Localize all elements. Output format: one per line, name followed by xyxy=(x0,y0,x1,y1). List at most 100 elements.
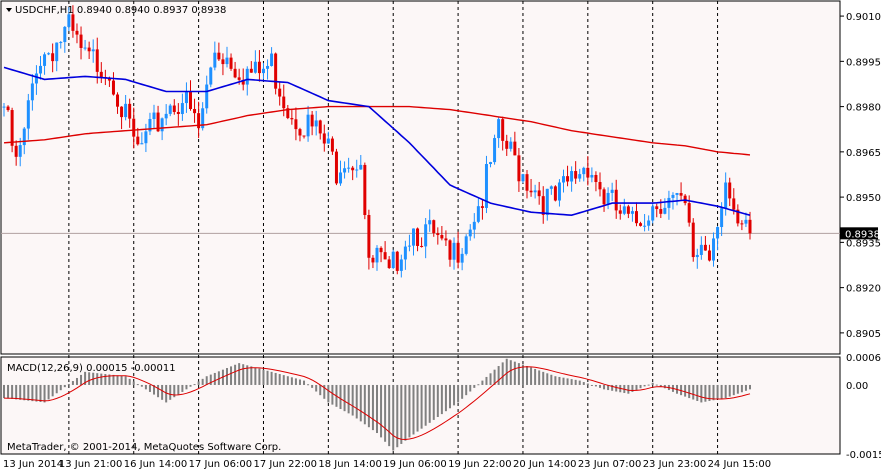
candle-body xyxy=(562,176,565,183)
candle-body xyxy=(128,103,132,119)
macd-bar xyxy=(144,384,147,390)
macd-bar xyxy=(197,381,200,385)
candle-body xyxy=(411,228,415,246)
macd-bar xyxy=(286,376,289,385)
macd-bar xyxy=(311,384,314,388)
candle-body xyxy=(630,211,634,214)
macd-bar xyxy=(108,374,111,385)
price-axis: 0.90100.89950.89800.89650.89500.89350.89… xyxy=(840,12,881,340)
macd-bar xyxy=(71,381,74,385)
candle-body xyxy=(436,233,440,236)
candle-body xyxy=(14,145,18,157)
candle-body xyxy=(655,206,659,210)
time-tick-label: 16 Jun 14:00 xyxy=(124,459,188,470)
macd-signal-line xyxy=(3,366,751,441)
candle-body xyxy=(310,114,314,127)
macd-bar xyxy=(209,374,212,385)
candle-body xyxy=(144,131,148,144)
candle-body xyxy=(594,174,598,183)
macd-bar xyxy=(290,377,293,385)
macd-bar xyxy=(63,384,66,388)
macd-bar xyxy=(359,384,362,422)
macd-bar xyxy=(153,384,156,395)
macd-bar xyxy=(380,384,383,438)
candle-body xyxy=(266,65,270,69)
macd-bar xyxy=(728,384,731,397)
macd-bar xyxy=(517,363,520,385)
macd-bar xyxy=(680,384,683,396)
macd-bar xyxy=(586,383,589,385)
dropdown-arrow-icon[interactable] xyxy=(6,8,12,12)
candles[interactable] xyxy=(2,5,752,278)
macd-bar xyxy=(80,374,83,385)
price-pane[interactable] xyxy=(0,0,841,355)
macd-bar xyxy=(684,384,687,397)
macd-bar xyxy=(262,369,265,385)
candle-body xyxy=(180,103,184,115)
candle-body xyxy=(34,73,38,84)
candle-body xyxy=(732,198,736,210)
macd-bar xyxy=(582,382,585,385)
macd-bar xyxy=(404,384,407,441)
macd-pane[interactable] xyxy=(0,356,841,455)
macd-bar xyxy=(298,379,301,385)
candle-body xyxy=(541,196,545,215)
candle-body xyxy=(38,65,42,74)
macd-bar xyxy=(627,384,630,394)
price-tick-label: 0.8995 xyxy=(846,57,881,68)
candle-body xyxy=(67,14,71,27)
candle-body xyxy=(298,129,302,136)
candle-body xyxy=(529,190,533,193)
macd-bar xyxy=(526,366,529,385)
macd-bar xyxy=(75,377,78,385)
macd-bar xyxy=(566,378,569,385)
candle-body xyxy=(549,186,553,189)
macd-header: MACD(12,26,9) 0.00015 -0.00011 xyxy=(7,363,176,374)
candle-body xyxy=(448,240,452,260)
macd-bar xyxy=(376,384,378,434)
candle-body xyxy=(79,34,83,48)
candle-body xyxy=(716,227,720,239)
candle-body xyxy=(399,259,403,271)
candle-body xyxy=(6,106,10,111)
macd-bar xyxy=(505,358,508,385)
moving-average-blue-line xyxy=(3,66,751,217)
candle-body xyxy=(176,111,180,115)
candle-body xyxy=(667,197,671,208)
macd-bar xyxy=(242,364,245,385)
candle-body xyxy=(395,251,399,271)
candle-body xyxy=(18,145,22,157)
price-tick-label: 0.8980 xyxy=(846,103,881,114)
macd-bar xyxy=(444,384,447,412)
candle-body xyxy=(245,68,249,85)
macd-bar xyxy=(432,384,435,420)
candle-body xyxy=(278,88,282,97)
candle-body xyxy=(347,167,351,169)
candle-body xyxy=(197,113,201,129)
macd-bar xyxy=(688,384,691,399)
candle-body xyxy=(367,215,371,258)
time-tick-label: 24 Jun 15:00 xyxy=(708,459,772,470)
candle-body xyxy=(464,236,468,254)
macd-bar xyxy=(542,371,545,385)
macd-bar xyxy=(538,370,541,385)
candle-body xyxy=(314,120,318,127)
macd-bar xyxy=(708,384,711,401)
candle-body xyxy=(379,247,383,253)
candle-body xyxy=(728,182,732,199)
macd-bar xyxy=(351,384,354,416)
candle-body xyxy=(156,112,160,132)
candle-body xyxy=(489,162,493,165)
time-tick-label: 17 Jun 06:00 xyxy=(189,459,253,470)
candle-body xyxy=(614,189,618,211)
candle-body xyxy=(286,108,290,119)
candle-body xyxy=(695,254,699,258)
candle-body xyxy=(416,228,420,246)
candle-body xyxy=(91,49,95,52)
macd-bar xyxy=(347,384,350,414)
macd-bar xyxy=(453,384,456,406)
macd-bar xyxy=(51,384,54,397)
macd-bar xyxy=(720,384,723,399)
